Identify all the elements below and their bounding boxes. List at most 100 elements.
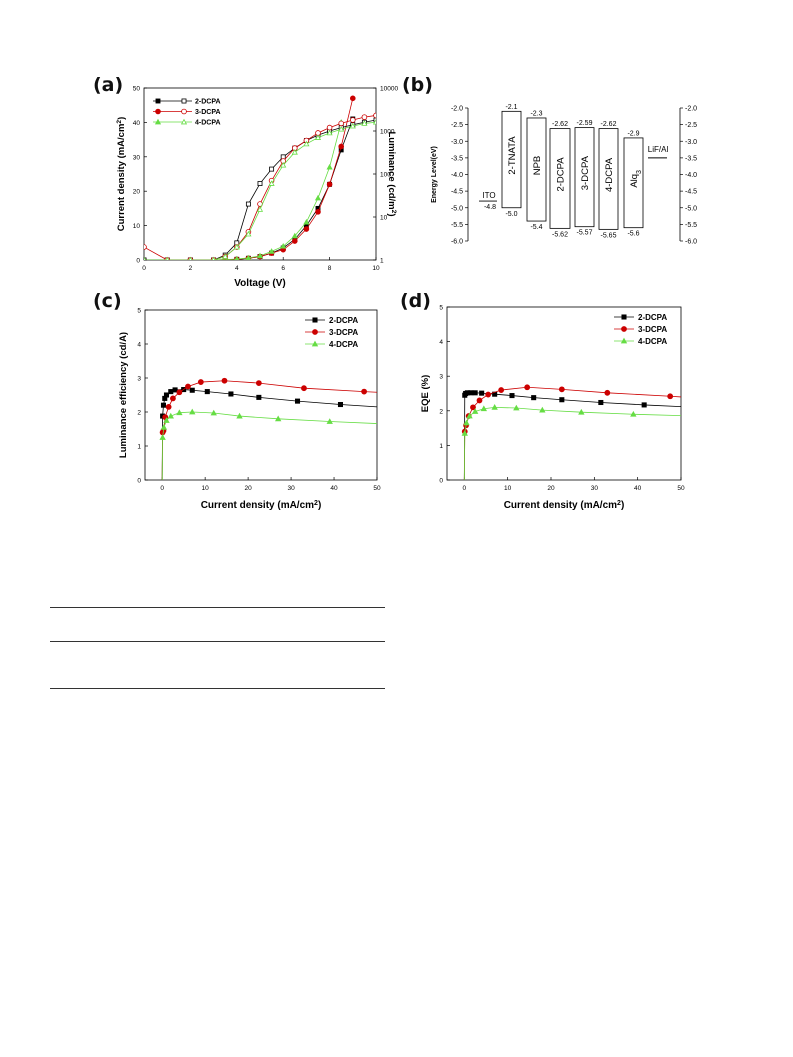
y-tick-label: 1: [439, 443, 443, 450]
legend-label: 4-DCPA: [638, 337, 667, 346]
data-point: [189, 387, 195, 393]
series-line: [161, 411, 378, 481]
data-point: [255, 380, 262, 387]
x-tick-label: 40: [330, 485, 338, 492]
y-tick-label: 5: [137, 308, 141, 315]
homo-lumo-top-label: -2.3: [530, 110, 542, 117]
y-tick-label: 0: [136, 258, 140, 265]
y-tick-label: -5.5: [451, 222, 463, 229]
y-tick-label: 0: [439, 478, 443, 485]
table-rule-top: [50, 607, 385, 608]
data-point: [491, 404, 498, 410]
y-axis-label: Energy Level(eV): [431, 146, 438, 203]
data-point: [234, 255, 240, 260]
data-point: [144, 256, 146, 260]
series-line: [463, 392, 682, 481]
legend-marker: [621, 326, 627, 332]
legend-label: 3-DCPA: [638, 325, 667, 334]
layer-name: NPB: [532, 156, 543, 176]
energy-box: [549, 128, 571, 229]
series-line: [144, 119, 376, 260]
data-point: [559, 397, 565, 403]
data-point: [211, 256, 216, 260]
data-point: [303, 226, 310, 232]
data-point: [630, 410, 637, 417]
layer-name: 3-DCPA: [580, 155, 591, 190]
y-tick-label: 4: [137, 342, 141, 349]
data-point: [189, 408, 196, 415]
x-tick-label: 10: [372, 265, 380, 272]
homo-lumo-top-label: -2.59: [577, 120, 593, 127]
data-point: [509, 393, 515, 399]
y-tick-label: 3: [137, 376, 141, 383]
layer-name: 2-TNATA: [507, 136, 518, 175]
legend-marker: [154, 118, 162, 125]
y-tick-label: 5: [439, 305, 443, 312]
legend-marker: [180, 118, 188, 125]
data-point: [338, 125, 345, 132]
energy-box: [598, 128, 619, 230]
data-point: [468, 390, 474, 396]
y-tick-label: -3.0: [451, 139, 463, 146]
series-line: [463, 406, 682, 481]
data-point: [280, 243, 287, 249]
homo-lumo-top-label: -2.9: [627, 130, 639, 137]
chart-c: 0 10 20 30 40 50 0 1 2 3 4 5 Current density (mA/cm2…: [118, 308, 381, 512]
x-axis-label: Voltage (V): [234, 278, 285, 289]
y-axis-label: Luminance efficiency (cd/A): [118, 332, 129, 458]
data-point: [326, 163, 333, 170]
energy-box: [574, 127, 595, 228]
x-tick-label: 30: [591, 485, 599, 492]
legend-label: 4-DCPA: [195, 120, 221, 127]
y-tick-label: 0: [137, 478, 141, 485]
data-point: [463, 419, 470, 426]
data-point: [163, 392, 170, 398]
data-point: [160, 423, 168, 430]
data-point: [524, 384, 531, 391]
data-point: [604, 389, 611, 396]
homo-lumo-bottom-label: -5.4: [530, 224, 542, 231]
data-point: [513, 404, 520, 411]
data-point: [531, 395, 537, 401]
chart-b: -2.0 -2.0 -2.5 -2.5 -3.0 -3.0 -3.5 -3.5 -4.0 -4.0…: [431, 104, 697, 246]
y2-tick-label: -2.0: [685, 106, 697, 113]
legend-label: 3-DCPA: [195, 109, 221, 116]
data-point: [168, 389, 174, 395]
x-tick-label: 40: [634, 485, 642, 492]
legend-marker: [181, 98, 187, 104]
data-point: [163, 417, 170, 423]
data-point: [204, 389, 210, 395]
y-tick-label: -2.0: [451, 106, 463, 113]
data-point: [558, 386, 565, 393]
legend-label: 2-DCPA: [195, 99, 221, 106]
data-point: [338, 120, 345, 127]
y-tick-label: -4.0: [451, 172, 463, 179]
data-point: [275, 415, 282, 422]
layer-name: 4-DCPA: [604, 157, 615, 192]
y-tick-label: 3: [439, 374, 443, 381]
series-line: [144, 121, 376, 260]
data-point: [476, 397, 483, 404]
data-point: [361, 388, 368, 395]
y-tick-label: 10: [133, 223, 141, 230]
homo-lumo-top-label: -2.62: [601, 121, 617, 128]
data-point: [176, 409, 183, 416]
data-point: [291, 232, 298, 239]
chart-a: 0 2 4 6 8 1001020304050110100100010000Voltage…: [116, 86, 399, 290]
x-tick-label: 0: [160, 485, 164, 492]
data-point: [256, 206, 264, 212]
data-point: [667, 393, 674, 400]
data-point: [361, 114, 368, 120]
energy-box: [526, 117, 547, 222]
series-line: [144, 98, 354, 260]
data-point: [479, 390, 485, 396]
y-tick-label: 30: [133, 154, 141, 161]
data-point: [337, 401, 344, 408]
data-point: [165, 256, 169, 260]
legend-label: 2-DCPA: [329, 316, 358, 325]
x-axis-label: Current density (mA/cm2): [201, 500, 322, 512]
data-point: [349, 117, 356, 123]
y-axis-label: EQE (%): [420, 375, 431, 412]
data-point: [472, 390, 478, 396]
panel-c-label: (c): [93, 290, 122, 312]
